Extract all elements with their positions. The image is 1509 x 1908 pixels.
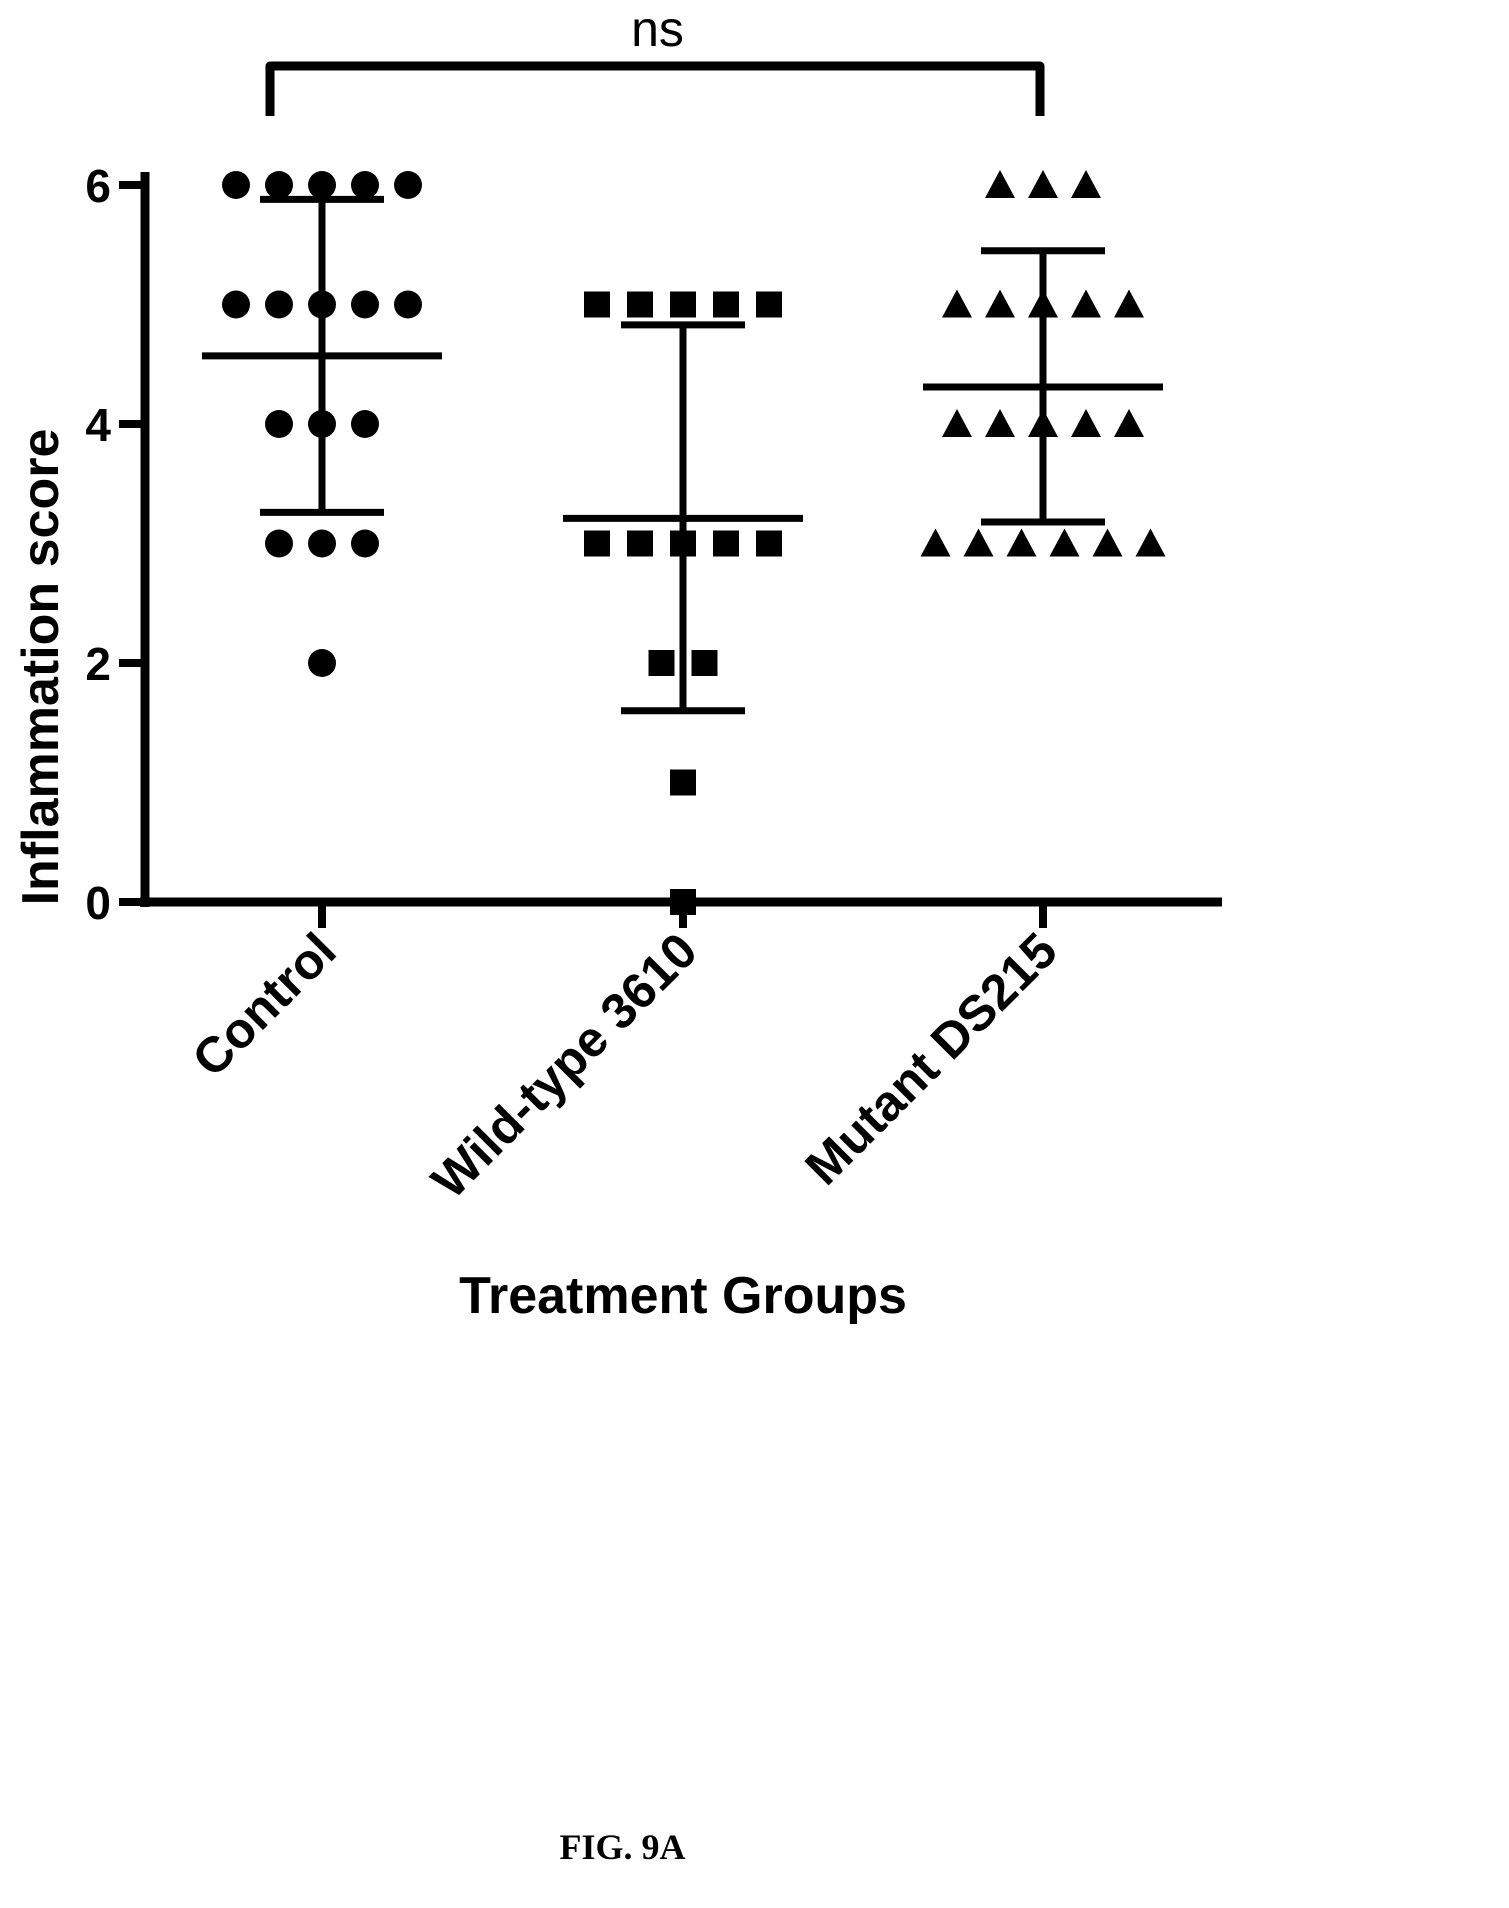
y-tick-label: 4 <box>85 399 111 451</box>
y-axis-label: Inflammation score <box>12 429 70 906</box>
data-point-square <box>756 530 782 557</box>
x-axis-label: Treatment Groups <box>459 1267 907 1325</box>
figure-caption: FIG. 9A <box>559 1827 686 1867</box>
data-point-triangle <box>1028 170 1058 198</box>
x-tick-label: Mutant DS215 <box>794 922 1067 1195</box>
y-tick-label: 0 <box>85 877 111 929</box>
x-ticks: Control Wild-type 3610 Mutant DS215 <box>182 902 1068 1209</box>
data-point-triangle <box>985 289 1015 318</box>
data-point-square <box>584 291 610 318</box>
data-point-triangle <box>1071 170 1101 198</box>
x-tick-label: Control <box>182 922 347 1087</box>
data-point-circle <box>394 290 422 319</box>
data-point-triangle <box>1092 528 1123 557</box>
significance-bracket: ns <box>265 1 1045 116</box>
data-point-circle <box>308 529 336 558</box>
x-tick-label: Wild-type 3610 <box>421 922 708 1209</box>
data-point-triangle <box>985 170 1015 198</box>
data-point-circle <box>308 171 336 199</box>
data-point-circle <box>265 171 293 199</box>
data-point-square <box>756 291 782 318</box>
data-point-circle <box>351 410 379 438</box>
data-point-triangle <box>942 289 972 318</box>
data-point-square <box>627 291 653 318</box>
bracket-line <box>265 61 1045 116</box>
data-point-circle <box>222 290 250 319</box>
significance-label: ns <box>631 1 684 57</box>
data-point-square <box>627 530 653 557</box>
data-point-circle <box>308 290 336 319</box>
data-point-triangle <box>1028 409 1058 437</box>
data-point-square <box>584 530 610 557</box>
data-point-circle <box>394 171 422 199</box>
data-point-triangle <box>920 528 951 557</box>
data-point-square <box>713 291 739 318</box>
data-point-circle <box>351 290 379 319</box>
data-point-triangle <box>1006 528 1037 557</box>
data-point-triangle <box>942 409 972 437</box>
data-point-triangle <box>1049 528 1080 557</box>
data-point-triangle <box>963 528 994 557</box>
data-point-circle <box>265 529 293 558</box>
data-point-circle <box>222 171 250 199</box>
data-point-square <box>670 530 696 557</box>
data-point-circle <box>308 649 336 677</box>
data-point-square <box>648 650 675 676</box>
data-point-square <box>670 291 696 318</box>
data-point-triangle <box>1071 409 1101 437</box>
data-point-square <box>691 650 718 676</box>
y-ticks: 0 2 4 6 <box>85 160 145 929</box>
data-point-circle <box>308 410 336 438</box>
data-point-triangle <box>1071 289 1101 318</box>
data-point-triangle <box>1114 289 1144 318</box>
y-tick-label: 6 <box>85 160 111 212</box>
data-point-circle <box>351 529 379 558</box>
data-point-triangle <box>985 409 1015 437</box>
data-point-circle <box>265 410 293 438</box>
data-point-triangle <box>1028 289 1058 318</box>
data-point-circle <box>265 290 293 319</box>
data-point-triangle <box>1135 528 1166 557</box>
data-point-triangle <box>1114 409 1144 437</box>
data-point-circle <box>351 171 379 199</box>
data-point-square <box>670 769 696 796</box>
data-point-square <box>713 530 739 557</box>
error-bars <box>202 195 1163 715</box>
y-tick-label: 2 <box>85 638 111 690</box>
data-point-square <box>670 889 696 915</box>
data-points <box>222 170 1166 915</box>
